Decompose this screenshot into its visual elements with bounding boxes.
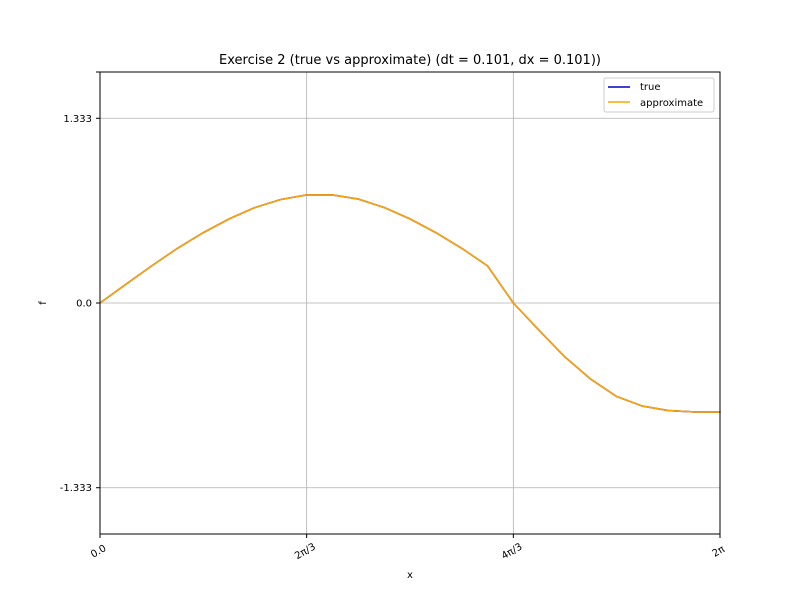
- x-tick-label: 2π: [711, 544, 727, 560]
- y-tick-label: -1.333: [60, 483, 92, 494]
- legend-label-approximate: approximate: [640, 98, 703, 109]
- y-axis-label: f: [38, 301, 49, 305]
- legend: true approximate: [603, 77, 715, 113]
- series-layer: [99, 194, 721, 413]
- y-tick-label: 0.0: [76, 299, 92, 310]
- legend-label-true: true: [640, 82, 661, 93]
- legend-box: [603, 77, 715, 113]
- y-tick-label: 1.333: [63, 114, 92, 125]
- x-axis-label: x: [407, 570, 413, 581]
- series-line-approximate: [99, 194, 721, 413]
- chart-title: Exercise 2 (true vs approximate) (dt = 0…: [219, 53, 601, 68]
